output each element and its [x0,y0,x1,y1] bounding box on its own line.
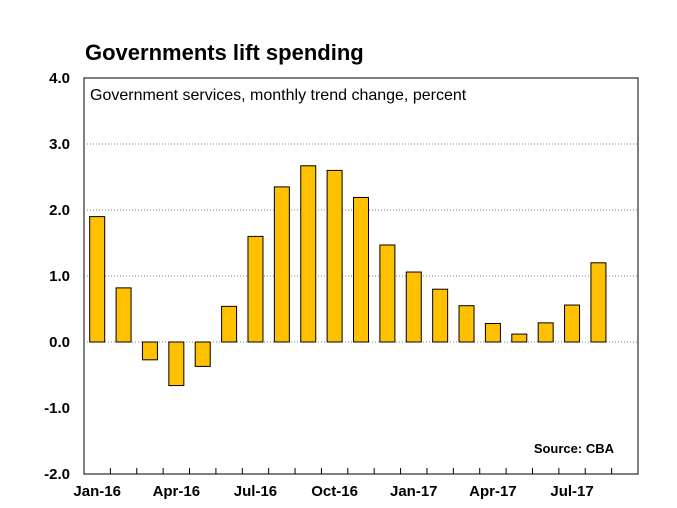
bar-may-16 [194,341,211,367]
x-tick-label: Jan-17 [390,483,438,500]
x-axis: Jan-16 Apr-16 Jul-16 Oct-16 Jan-17 Apr-17 Jul-… [73,468,613,500]
source-note: Source: CBA [534,441,615,456]
y-tick-label: -2.0 [44,466,70,483]
bar-dec-16 [379,244,396,343]
bar-apr-17 [484,323,501,343]
x-tick-label: Oct-16 [311,483,358,500]
bar-aug-16 [273,186,290,343]
bars [89,165,607,387]
bar-mar-16 [141,341,158,361]
bar-jul-17 [564,304,581,343]
x-tick-label: Jul-17 [550,483,593,500]
bar-may-17 [511,333,528,343]
bar-jul-16 [247,235,264,343]
bar-jun-17 [537,322,554,343]
x-tick-label: Jul-16 [234,483,277,500]
x-tick-label: Apr-17 [469,483,517,500]
bar-feb-16 [115,287,132,343]
y-tick-label: 0.0 [49,334,70,351]
x-tick-label: Apr-16 [153,483,201,500]
bar-jan-17 [405,271,422,343]
y-tick-label: -1.0 [44,400,70,417]
chart-title: Governments lift spending [85,40,364,65]
y-tick-label: 1.0 [49,268,70,285]
bar-oct-16 [326,169,343,343]
bar-jan-16 [89,216,106,343]
bar-nov-16 [353,196,369,343]
bar-feb-17 [432,288,449,343]
y-tick-label: 3.0 [49,136,70,153]
x-tick-label: Jan-16 [73,483,121,500]
y-axis: 4.0 3.0 2.0 1.0 0.0 -1.0 -2.0 [44,70,70,483]
bar-sep-16 [300,165,317,343]
bar-mar-17 [458,305,475,343]
bar-aug-17 [590,262,607,343]
y-tick-label: 2.0 [49,202,70,219]
bar-jun-16 [221,305,238,343]
bar-apr-16 [168,341,185,387]
y-tick-label: 4.0 [49,70,70,87]
chart-subtitle: Government services, monthly trend chang… [90,87,467,104]
